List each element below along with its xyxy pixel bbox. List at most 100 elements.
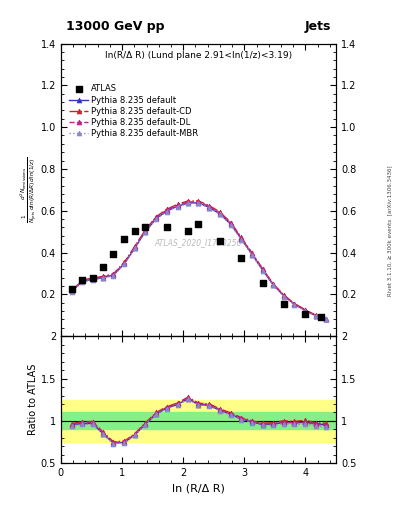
Pythia 8.235 default-DL — [80, 278, 84, 284]
Pythia 8.235 default-DL — [282, 293, 286, 299]
Text: ln(R/Δ R) (Lund plane 2.91<ln(1/z)<3.19): ln(R/Δ R) (Lund plane 2.91<ln(1/z)<3.19) — [105, 51, 292, 60]
Pythia 8.235 default-MBR — [260, 268, 265, 274]
ATLAS — [259, 279, 266, 287]
Pythia 8.235 default-CD — [101, 273, 105, 280]
ATLAS — [100, 263, 106, 271]
Pythia 8.235 default-DL — [324, 316, 329, 322]
Pythia 8.235 default-DL — [228, 220, 233, 226]
Pythia 8.235 default-MBR — [154, 216, 159, 222]
ATLAS — [217, 237, 223, 245]
Text: 13000 GeV pp: 13000 GeV pp — [66, 20, 165, 33]
Pythia 8.235 default — [164, 208, 169, 214]
Pythia 8.235 default-DL — [70, 288, 74, 294]
Pythia 8.235 default-DL — [207, 203, 212, 209]
Pythia 8.235 default-DL — [196, 199, 201, 205]
Pythia 8.235 default — [175, 203, 180, 209]
Pythia 8.235 default-MBR — [122, 261, 127, 267]
Pythia 8.235 default — [122, 260, 127, 266]
Text: ATLAS_2020_I1790256: ATLAS_2020_I1790256 — [155, 238, 242, 247]
Pythia 8.235 default — [132, 245, 137, 251]
Pythia 8.235 default — [101, 274, 105, 281]
Pythia 8.235 default-MBR — [282, 293, 286, 300]
Pythia 8.235 default-CD — [303, 307, 308, 313]
Pythia 8.235 default-DL — [175, 202, 180, 208]
ATLAS — [121, 235, 128, 243]
Pythia 8.235 default-CD — [217, 209, 222, 215]
Pythia 8.235 default-DL — [271, 281, 275, 287]
Pythia 8.235 default-DL — [314, 313, 318, 319]
Pythia 8.235 default-CD — [271, 281, 275, 287]
X-axis label: ln (R/Δ R): ln (R/Δ R) — [172, 484, 225, 494]
Pythia 8.235 default-DL — [101, 274, 105, 280]
Pythia 8.235 default-MBR — [175, 203, 180, 209]
Pythia 8.235 default — [303, 307, 308, 313]
Pythia 8.235 default — [228, 221, 233, 227]
Pythia 8.235 default-DL — [143, 228, 148, 234]
Pythia 8.235 default-DL — [90, 275, 95, 282]
Pythia 8.235 default — [80, 279, 84, 285]
Pythia 8.235 default-MBR — [111, 273, 116, 279]
Pythia 8.235 default-MBR — [164, 208, 169, 215]
Pythia 8.235 default-MBR — [303, 308, 308, 314]
Y-axis label: $\frac{1}{N_{\mathrm{jets}}}\frac{d^2 N_{\mathrm{emissions}}}{d\ln(R/\Delta R)\,: $\frac{1}{N_{\mathrm{jets}}}\frac{d^2 N_… — [19, 157, 39, 223]
Pythia 8.235 default-DL — [122, 260, 127, 266]
Pythia 8.235 default-DL — [292, 301, 297, 307]
Pythia 8.235 default-MBR — [314, 313, 318, 319]
Pythia 8.235 default-DL — [154, 215, 159, 221]
Line: Pythia 8.235 default-CD: Pythia 8.235 default-CD — [70, 199, 329, 321]
Pythia 8.235 default-DL — [239, 235, 244, 241]
Pythia 8.235 default-CD — [154, 214, 159, 220]
Text: Jets: Jets — [304, 20, 331, 33]
Pythia 8.235 default-CD — [111, 271, 116, 277]
Pythia 8.235 default-DL — [303, 307, 308, 313]
Pythia 8.235 default-CD — [260, 266, 265, 272]
Pythia 8.235 default — [90, 276, 95, 282]
Pythia 8.235 default-MBR — [143, 229, 148, 235]
Pythia 8.235 default-CD — [196, 198, 201, 204]
Pythia 8.235 default-CD — [207, 203, 212, 209]
Bar — [61, 413, 336, 430]
ATLAS — [302, 310, 309, 318]
Pythia 8.235 default-CD — [80, 277, 84, 283]
ATLAS — [281, 300, 287, 308]
Pythia 8.235 default-DL — [260, 266, 265, 272]
Pythia 8.235 default — [314, 313, 318, 319]
Pythia 8.235 default-CD — [324, 315, 329, 322]
ATLAS — [163, 223, 170, 231]
Pythia 8.235 default-MBR — [90, 277, 95, 283]
Pythia 8.235 default-MBR — [132, 245, 137, 251]
Pythia 8.235 default-DL — [132, 244, 137, 250]
Pythia 8.235 default — [207, 204, 212, 210]
ATLAS — [69, 285, 75, 293]
Pythia 8.235 default-MBR — [250, 252, 255, 259]
Pythia 8.235 default-CD — [228, 220, 233, 226]
ATLAS — [318, 313, 324, 322]
Pythia 8.235 default-MBR — [228, 222, 233, 228]
Pythia 8.235 default — [260, 267, 265, 273]
Pythia 8.235 default-CD — [250, 250, 255, 256]
Pythia 8.235 default — [186, 200, 191, 206]
Pythia 8.235 default-DL — [111, 271, 116, 278]
Pythia 8.235 default-MBR — [239, 237, 244, 243]
Pythia 8.235 default-MBR — [186, 200, 191, 206]
ATLAS — [110, 249, 117, 258]
Pythia 8.235 default — [324, 316, 329, 322]
Legend: ATLAS, Pythia 8.235 default, Pythia 8.235 default-CD, Pythia 8.235 default-DL, P: ATLAS, Pythia 8.235 default, Pythia 8.23… — [68, 83, 200, 139]
Pythia 8.235 default — [70, 288, 74, 294]
Pythia 8.235 default-MBR — [70, 289, 74, 295]
Pythia 8.235 default-DL — [250, 251, 255, 257]
ATLAS — [79, 275, 85, 284]
Pythia 8.235 default-CD — [239, 234, 244, 240]
Pythia 8.235 default-CD — [164, 206, 169, 212]
Pythia 8.235 default-CD — [90, 275, 95, 281]
Pythia 8.235 default-CD — [314, 312, 318, 318]
ATLAS — [132, 226, 138, 234]
Pythia 8.235 default — [250, 251, 255, 258]
ATLAS — [185, 226, 191, 234]
Line: Pythia 8.235 default-MBR: Pythia 8.235 default-MBR — [70, 201, 329, 322]
Pythia 8.235 default-MBR — [101, 275, 105, 281]
Pythia 8.235 default-MBR — [217, 211, 222, 218]
Pythia 8.235 default — [217, 211, 222, 217]
Pythia 8.235 default-DL — [186, 199, 191, 205]
Pythia 8.235 default-CD — [282, 292, 286, 298]
